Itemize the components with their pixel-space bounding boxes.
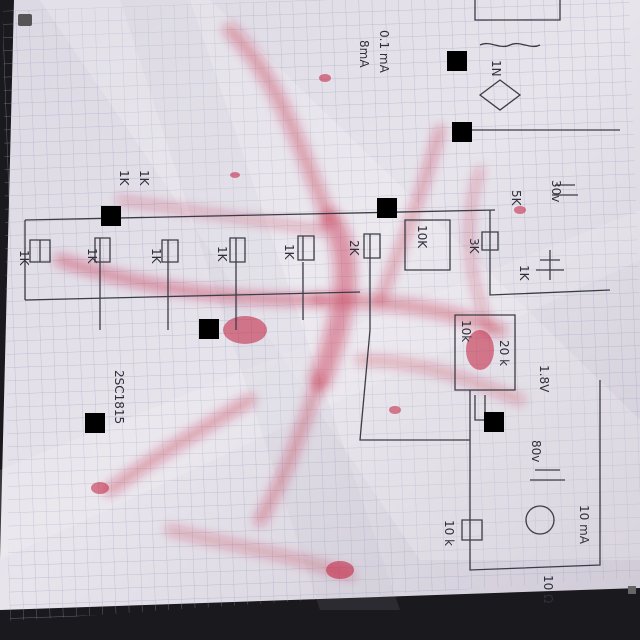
label-r20: 8mA [357, 40, 371, 68]
red-blobs [91, 74, 526, 579]
hotspot-6[interactable] [85, 413, 105, 433]
label-r1: 1K [17, 250, 31, 267]
label-r23: 10 Ω [541, 575, 555, 603]
label-r4: 1K [215, 246, 229, 263]
label-r16: 80v [529, 440, 543, 462]
label-r12: 1K [517, 265, 531, 282]
label-r21: 1.8V [537, 365, 551, 393]
label-r8: 1K [137, 170, 151, 187]
label-r17: 30v [549, 180, 563, 202]
label-r9: 10K [415, 225, 429, 249]
hotspot-5[interactable] [199, 319, 219, 339]
label-r7: 1K [117, 170, 131, 187]
hotspot-1[interactable] [447, 51, 467, 71]
label-r24: 2SC1815 [112, 370, 126, 424]
sketch-labels: 1K 1K 1K 1K 1K 2K 1K 1K 10K 3K 5K 1K 10k… [17, 30, 591, 603]
hotspot-7[interactable] [484, 412, 504, 432]
hotspot-2[interactable] [452, 122, 472, 142]
label-r2: 1K [85, 248, 99, 265]
label-r5: 1K [282, 244, 296, 261]
red-stains [54, 23, 525, 580]
hotspot-3[interactable] [101, 206, 121, 226]
paper-sheet [0, 0, 640, 621]
label-r18: 0.1 mA [377, 30, 391, 74]
label-r14: 10 k [442, 520, 456, 546]
label-r10: 3K [467, 238, 481, 255]
label-r6: 2K [347, 240, 361, 257]
label-r22: 20 k [497, 340, 511, 366]
circuit-lines [24, 0, 620, 571]
hotspot-4[interactable] [377, 198, 397, 218]
label-r11: 5K [509, 190, 523, 207]
label-r13: 10k [459, 320, 473, 342]
corner-marker-top-left [18, 14, 32, 26]
label-r15: 10 mA [577, 505, 591, 545]
corner-marker-bottom-right [628, 586, 636, 594]
label-r19: 1N [489, 60, 503, 77]
label-r3: 1K [149, 248, 163, 265]
